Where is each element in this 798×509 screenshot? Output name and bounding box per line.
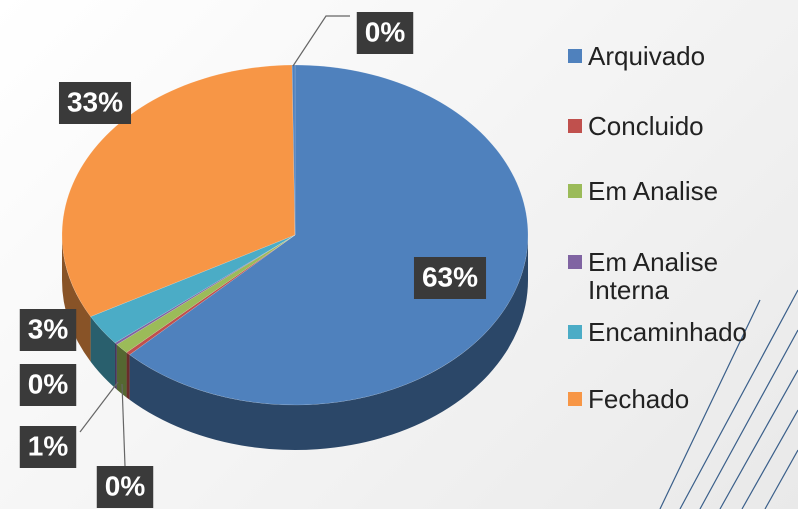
- data-label: 0%: [365, 16, 406, 47]
- leader-line: [79, 381, 119, 433]
- data-label: 0%: [28, 368, 69, 399]
- data-label-box: [58, 82, 132, 124]
- slice: [61, 64, 296, 317]
- slice: [126, 234, 296, 356]
- data-label: 63%: [422, 261, 478, 292]
- data-label-box: [19, 364, 77, 406]
- slice-side: [129, 235, 528, 451]
- data-label-box: [19, 426, 77, 468]
- legend-swatch: [568, 184, 582, 198]
- slice: [116, 234, 296, 353]
- leader-line: [121, 383, 126, 467]
- data-label: 0%: [105, 470, 146, 501]
- slice: [114, 234, 296, 345]
- slice-side: [116, 344, 127, 398]
- legend-label: Em Analise: [588, 176, 719, 206]
- legend-entry: Em Analise: [568, 176, 762, 206]
- slice: [90, 234, 296, 344]
- data-label-box: [19, 309, 77, 351]
- data-label-box: [356, 12, 414, 54]
- legend-entry: Concluido: [568, 111, 762, 141]
- legend-entry: Encaminhado: [568, 317, 762, 347]
- legend-label: Concluido: [588, 111, 704, 141]
- data-label: 3%: [28, 313, 69, 344]
- data-label: 1%: [28, 430, 69, 461]
- legend-swatch: [568, 49, 582, 63]
- slice-side: [126, 352, 130, 400]
- slice-side: [114, 342, 117, 390]
- data-label-box: [96, 466, 154, 508]
- leader-line: [292, 15, 350, 67]
- legend-swatch: [568, 255, 582, 269]
- legend-label: Fechado: [588, 384, 690, 414]
- legend-swatch: [568, 325, 582, 339]
- legend-swatch: [568, 392, 582, 406]
- legend-entry: Fechado: [568, 384, 762, 414]
- slice-side: [90, 316, 115, 388]
- legend-entry: Em Analise Interna: [568, 247, 762, 305]
- legend-entry: Arquivado: [568, 41, 762, 71]
- slice-side: [62, 235, 91, 362]
- legend-label: Encaminhado: [588, 317, 747, 347]
- data-label: 33%: [67, 86, 123, 117]
- legend-label: Arquivado: [588, 41, 706, 71]
- legend-label: Em Analise Interna: [588, 247, 719, 305]
- data-label-box: [413, 257, 487, 299]
- decoration: [659, 289, 798, 509]
- slice: [129, 64, 529, 406]
- legend-swatch: [568, 119, 582, 133]
